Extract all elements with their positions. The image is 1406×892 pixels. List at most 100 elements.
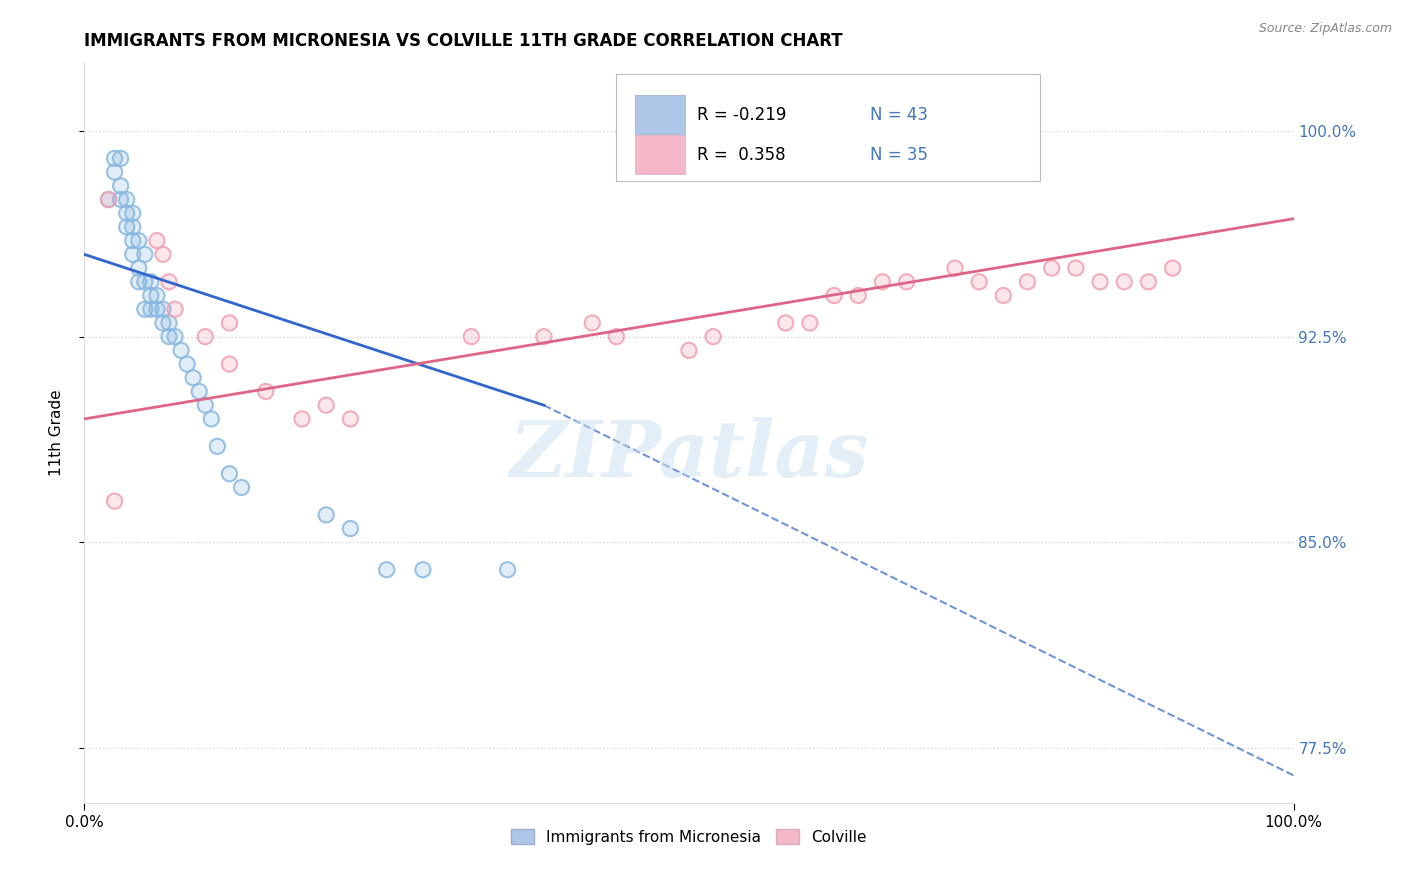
Point [1040,261,1063,276]
Point [218,357,240,371]
Point [152,316,174,330]
Point [775,316,797,330]
Point [115,219,138,234]
FancyBboxPatch shape [634,136,685,174]
Point [104,152,127,166]
Point [146,302,169,317]
Point [152,302,174,317]
Point [1088,275,1111,289]
Point [110,193,132,207]
Point [1137,275,1160,289]
Point [181,371,204,385]
Point [823,288,845,302]
Text: R =  0.358: R = 0.358 [697,145,786,164]
Point [110,178,132,193]
Point [200,412,222,426]
Point [165,329,187,343]
Point [943,261,966,276]
Point [104,165,127,179]
Point [605,329,627,343]
Point [967,275,990,289]
Point [157,316,180,330]
Point [1040,261,1063,276]
Point [181,371,204,385]
Text: R = -0.219: R = -0.219 [697,106,787,124]
Point [194,329,217,343]
Point [702,329,724,343]
Point [134,302,156,317]
Point [533,329,555,343]
Text: Source: ZipAtlas.com: Source: ZipAtlas.com [1258,22,1392,36]
Text: N = 35: N = 35 [870,145,928,164]
Point [139,275,162,289]
Point [110,178,132,193]
Point [896,275,918,289]
Point [139,288,162,302]
Point [110,152,132,166]
Point [128,234,150,248]
Point [134,275,156,289]
Point [872,275,894,289]
Point [200,412,222,426]
Point [128,275,150,289]
Point [339,522,361,536]
Point [157,275,180,289]
Point [128,261,150,276]
Point [139,302,162,317]
Point [315,398,337,412]
Point [165,302,187,317]
Point [678,343,700,358]
Point [97,193,120,207]
Point [152,247,174,261]
Point [157,316,180,330]
Point [152,316,174,330]
Point [291,412,314,426]
Point [115,193,138,207]
Point [97,193,120,207]
Point [291,412,314,426]
Point [1064,261,1087,276]
Point [170,343,193,358]
Point [121,234,143,248]
Point [121,247,143,261]
Point [115,193,138,207]
Point [128,234,150,248]
Point [128,261,150,276]
Point [993,288,1015,302]
Point [121,247,143,261]
Point [581,316,603,330]
Point [846,288,869,302]
Point [97,193,120,207]
Point [605,329,627,343]
Point [157,329,180,343]
Point [339,412,361,426]
Point [152,302,174,317]
Point [188,384,211,399]
Point [702,329,724,343]
Point [896,275,918,289]
Point [110,193,132,207]
Point [231,480,253,494]
Point [315,508,337,522]
Point [412,563,434,577]
Point [146,234,169,248]
Point [104,152,127,166]
Point [115,206,138,220]
Point [194,398,217,412]
Point [152,247,174,261]
Point [1064,261,1087,276]
Point [104,494,127,508]
Point [218,357,240,371]
Point [128,275,150,289]
FancyBboxPatch shape [616,73,1039,181]
Point [134,275,156,289]
Point [799,316,821,330]
Point [375,563,398,577]
Point [146,302,169,317]
Point [460,329,482,343]
Point [194,398,217,412]
Point [799,316,821,330]
Point [134,302,156,317]
Point [254,384,277,399]
Point [139,288,162,302]
